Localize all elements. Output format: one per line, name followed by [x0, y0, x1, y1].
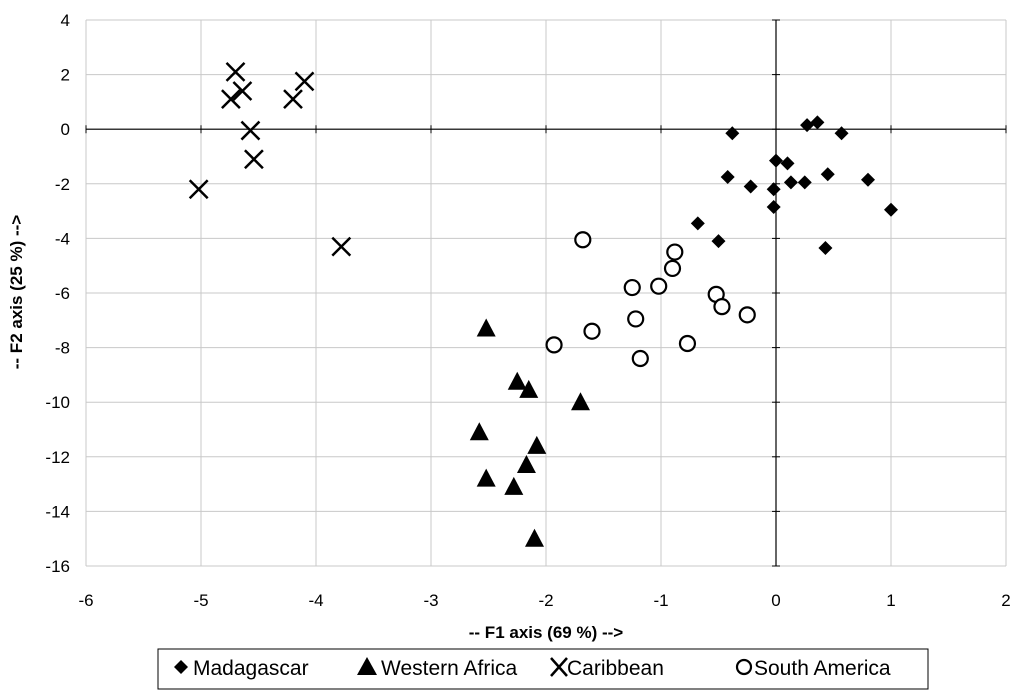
y-axis-title: -- F2 axis (25 %) -->: [7, 215, 26, 370]
x-tick-label: -4: [308, 591, 323, 610]
legend-box: [157, 648, 929, 690]
data-point-south-america: [545, 336, 563, 354]
x-tick-label: -2: [538, 591, 553, 610]
data-point-western-africa: [504, 476, 524, 495]
y-tick-label: -2: [55, 175, 70, 194]
x-tick-label: -1: [653, 591, 668, 610]
data-point-western-africa: [516, 454, 536, 473]
data-point-south-america: [631, 349, 649, 368]
legend-item-western-africa: Western Africa: [357, 657, 517, 680]
legend-diamond-marker: [174, 660, 188, 674]
data-point-caribbean: [225, 61, 246, 82]
series-caribbean: [188, 61, 352, 257]
data-point-south-america: [650, 277, 668, 295]
data-point-caribbean: [232, 81, 253, 101]
y-tick-label: 0: [61, 120, 70, 139]
legend-circle-marker: [735, 658, 753, 676]
data-point-madagascar: [861, 172, 875, 187]
data-point-madagascar: [711, 234, 726, 249]
data-point-caribbean: [188, 179, 209, 200]
y-tick-label: -10: [45, 393, 70, 412]
data-point-madagascar: [720, 169, 735, 184]
data-points: [188, 61, 898, 547]
data-point-madagascar: [743, 179, 758, 194]
data-point-madagascar: [800, 118, 815, 133]
y-tick-label: -12: [45, 448, 70, 467]
data-point-madagascar: [818, 240, 833, 255]
series-madagascar: [690, 115, 898, 255]
data-point-caribbean: [240, 120, 261, 141]
x-tick-label: -3: [423, 591, 438, 610]
data-point-madagascar: [725, 126, 740, 141]
x-tick-label: -6: [78, 591, 93, 610]
grid: [85, 19, 1007, 567]
y-tick-labels: -16 -14 -12 -10 -8 -6 -4 -2 0 2 4: [45, 11, 70, 576]
x-tick-label: 1: [886, 591, 895, 610]
data-point-madagascar: [766, 200, 781, 215]
data-point-western-africa: [476, 468, 496, 487]
x-tick-label: 0: [771, 591, 780, 610]
data-point-caribbean: [221, 89, 241, 110]
data-point-madagascar: [884, 202, 898, 217]
x-tick-label: 2: [1001, 591, 1010, 610]
data-point-caribbean: [331, 236, 352, 257]
data-point-south-america: [623, 278, 641, 297]
data-point-western-africa: [519, 379, 539, 398]
legend-label-caribbean: Caribbean: [567, 657, 664, 680]
legend-label-western-africa: Western Africa: [381, 657, 517, 680]
data-point-madagascar: [769, 153, 783, 168]
data-point-western-africa: [527, 435, 547, 454]
y-tick-label: -14: [45, 502, 70, 521]
data-point-madagascar: [834, 126, 849, 141]
data-point-madagascar: [783, 175, 798, 190]
data-point-madagascar: [797, 175, 812, 190]
series-south-america: [545, 231, 756, 368]
y-tick-label: -16: [45, 557, 70, 576]
data-point-western-africa: [476, 318, 496, 337]
data-point-madagascar: [810, 115, 825, 130]
data-point-south-america: [678, 334, 697, 353]
x-tick-label: -5: [193, 591, 208, 610]
legend-triangle-marker: [357, 657, 377, 675]
axes: [85, 19, 1007, 567]
data-point-south-america: [713, 298, 731, 316]
data-point-madagascar: [820, 167, 835, 182]
data-point-south-america: [574, 231, 592, 249]
x-tick-labels: -6 -5 -4 -3 -2 -1 0 1 2: [78, 591, 1010, 610]
legend-item-south-america: South America: [735, 657, 891, 680]
legend-item-caribbean: Caribbean: [550, 657, 664, 680]
legend-x-marker: [550, 657, 568, 677]
legend-label-madagascar: Madagascar: [193, 657, 309, 680]
legend-item-madagascar: Madagascar: [174, 657, 309, 680]
y-tick-label: -8: [55, 339, 70, 358]
data-point-caribbean: [294, 71, 315, 92]
data-point-south-america: [583, 322, 601, 340]
x-axis-title: -- F1 axis (69 %) -->: [469, 623, 624, 642]
data-point-south-america: [738, 306, 756, 324]
data-point-caribbean: [244, 149, 264, 170]
legend-label-south-america: South America: [754, 657, 891, 680]
data-point-madagascar: [690, 216, 705, 231]
y-tick-label: 2: [61, 66, 70, 85]
y-tick-label: 4: [61, 11, 70, 30]
series-western-africa: [469, 318, 590, 547]
data-point-south-america: [663, 259, 682, 278]
data-point-western-africa: [571, 392, 590, 411]
data-point-western-africa: [525, 528, 544, 547]
data-point-caribbean: [283, 89, 303, 110]
legend: Madagascar Western Africa Caribbean Sout…: [157, 648, 929, 690]
data-point-south-america: [666, 243, 684, 261]
y-tick-label: -6: [55, 284, 70, 303]
data-point-western-africa: [507, 371, 527, 390]
data-point-western-africa: [469, 422, 489, 441]
data-point-madagascar: [766, 182, 781, 197]
y-tick-label: -4: [55, 229, 70, 248]
data-point-madagascar: [780, 156, 795, 171]
data-point-south-america: [627, 310, 645, 328]
